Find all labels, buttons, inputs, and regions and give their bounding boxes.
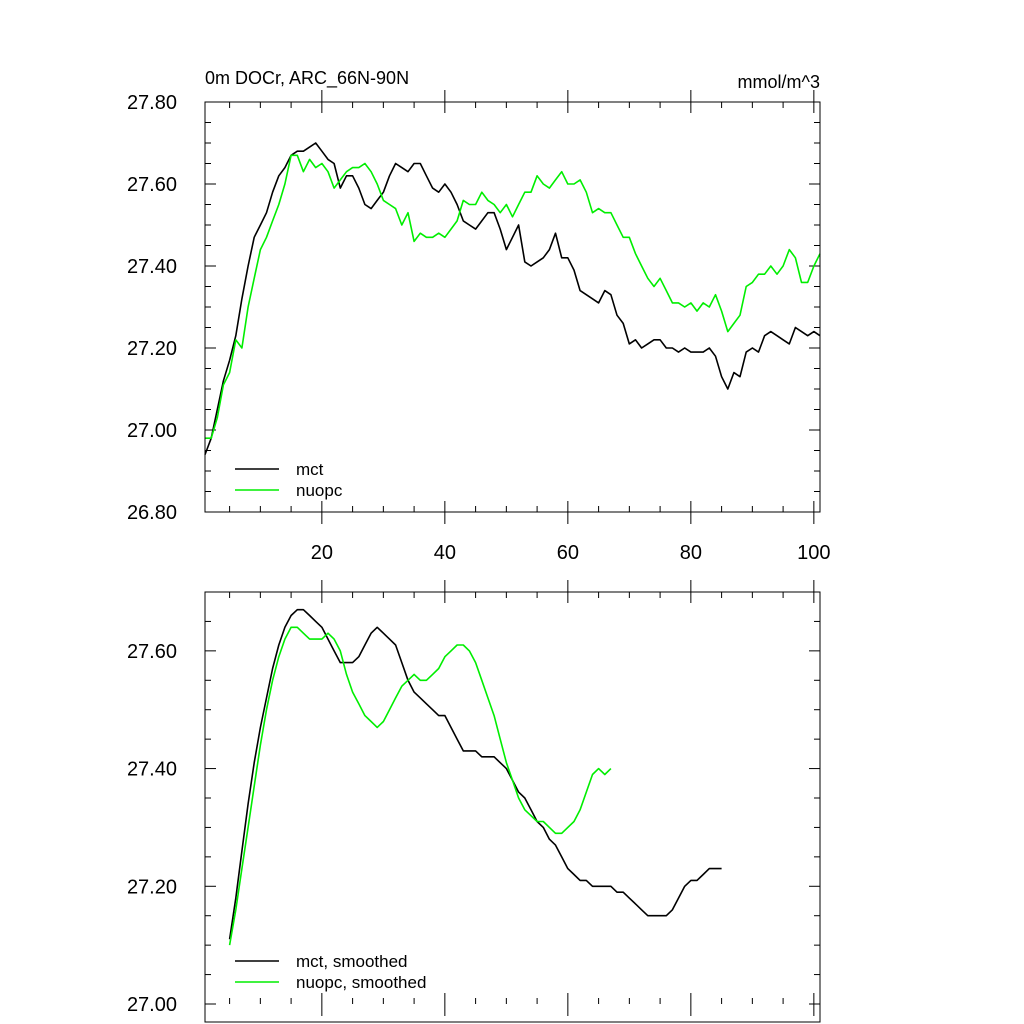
legend-label-mct: mct: [296, 460, 324, 479]
top-chart-legend: mct nuopc: [235, 460, 343, 500]
legend-label-nuopc-smoothed: nuopc, smoothed: [296, 973, 426, 992]
series-line-mct: [204, 142, 821, 455]
x-tick-label: 80: [680, 542, 702, 564]
x-tick-label: 60: [557, 542, 579, 564]
top-chart: 0m DOCr, ARC_66N-90N mmol/m^3 26.80 27.00…: [127, 68, 831, 564]
series-line-nuopc: [205, 154, 821, 440]
top-chart-frame: [204, 101, 821, 513]
y-tick-label: 27.00: [127, 994, 177, 1016]
y-tick-label: 27.60: [127, 641, 177, 663]
top-chart-units: mmol/m^3: [738, 72, 820, 92]
top-chart-title: 0m DOCr, ARC_66N-90N: [205, 68, 409, 89]
legend-label-mct-smoothed: mct, smoothed: [296, 952, 408, 971]
y-tick-label: 26.80: [127, 502, 177, 524]
top-chart-ticks: 26.80 27.00 27.20 27.40 27.60 27.80 20 40 60 80 10…: [127, 90, 831, 564]
top-chart-series: [204, 142, 821, 455]
y-tick-label: 27.20: [127, 338, 177, 360]
series-line-nuopc-smoothed: [228, 626, 612, 946]
series-line-mct-smoothed: [228, 608, 722, 940]
legend-label-nuopc: nuopc: [296, 481, 343, 500]
bottom-chart-series: [228, 608, 722, 946]
y-tick-label: 27.40: [127, 759, 177, 781]
x-tick-label: 40: [434, 542, 456, 564]
bottom-chart-legend: mct, smoothed nuopc, smoothed: [235, 952, 426, 992]
bottom-chart: 27.00 27.20 27.40 27.60 mct, smoothed nuopc…: [127, 580, 821, 1023]
y-tick-label: 27.60: [127, 174, 177, 196]
y-tick-label: 27.00: [127, 420, 177, 442]
y-tick-label: 27.40: [127, 256, 177, 278]
bottom-chart-frame: [204, 591, 821, 1023]
y-tick-label: 27.20: [127, 876, 177, 898]
x-tick-label: 20: [311, 542, 333, 564]
y-tick-label: 27.80: [127, 92, 177, 114]
bottom-chart-ticks: 27.00 27.20 27.40 27.60: [127, 580, 820, 1016]
x-tick-label: 100: [797, 542, 830, 564]
